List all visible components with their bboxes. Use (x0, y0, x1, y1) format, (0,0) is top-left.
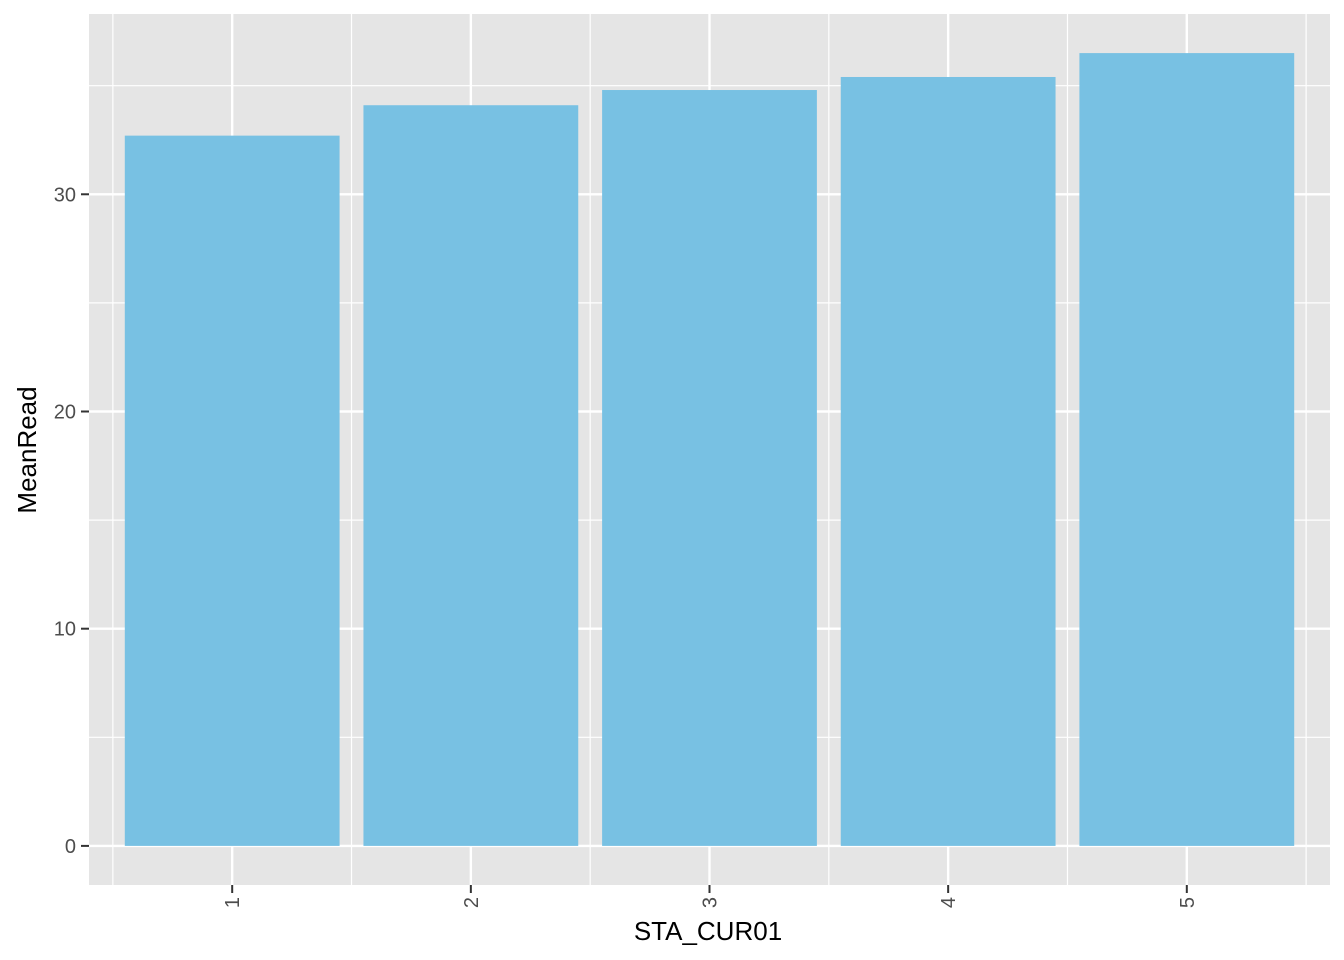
bar-1 (124, 135, 340, 846)
bar-5 (1079, 53, 1295, 846)
bar-3 (602, 90, 817, 846)
y-tick-label: 0 (65, 836, 76, 858)
x-tick-label: 1 (222, 897, 244, 908)
y-tick-label: 30 (54, 184, 76, 206)
x-tick-label: 2 (461, 897, 483, 908)
x-tick-label: 4 (938, 897, 960, 908)
y-tick-label: 20 (54, 401, 76, 423)
x-tick-label: 3 (700, 897, 722, 908)
y-axis: 0 10 20 30 (54, 184, 89, 858)
bar-4 (840, 76, 1056, 846)
bar-2 (363, 105, 579, 846)
x-tick-label: 5 (1177, 897, 1199, 908)
bars (124, 53, 1295, 846)
y-tick-label: 10 (54, 619, 76, 641)
y-axis-title: MeanRead (12, 386, 42, 513)
x-axis: 1 2 3 4 5 (222, 885, 1199, 908)
x-axis-title: STA_CUR01 (634, 916, 782, 946)
